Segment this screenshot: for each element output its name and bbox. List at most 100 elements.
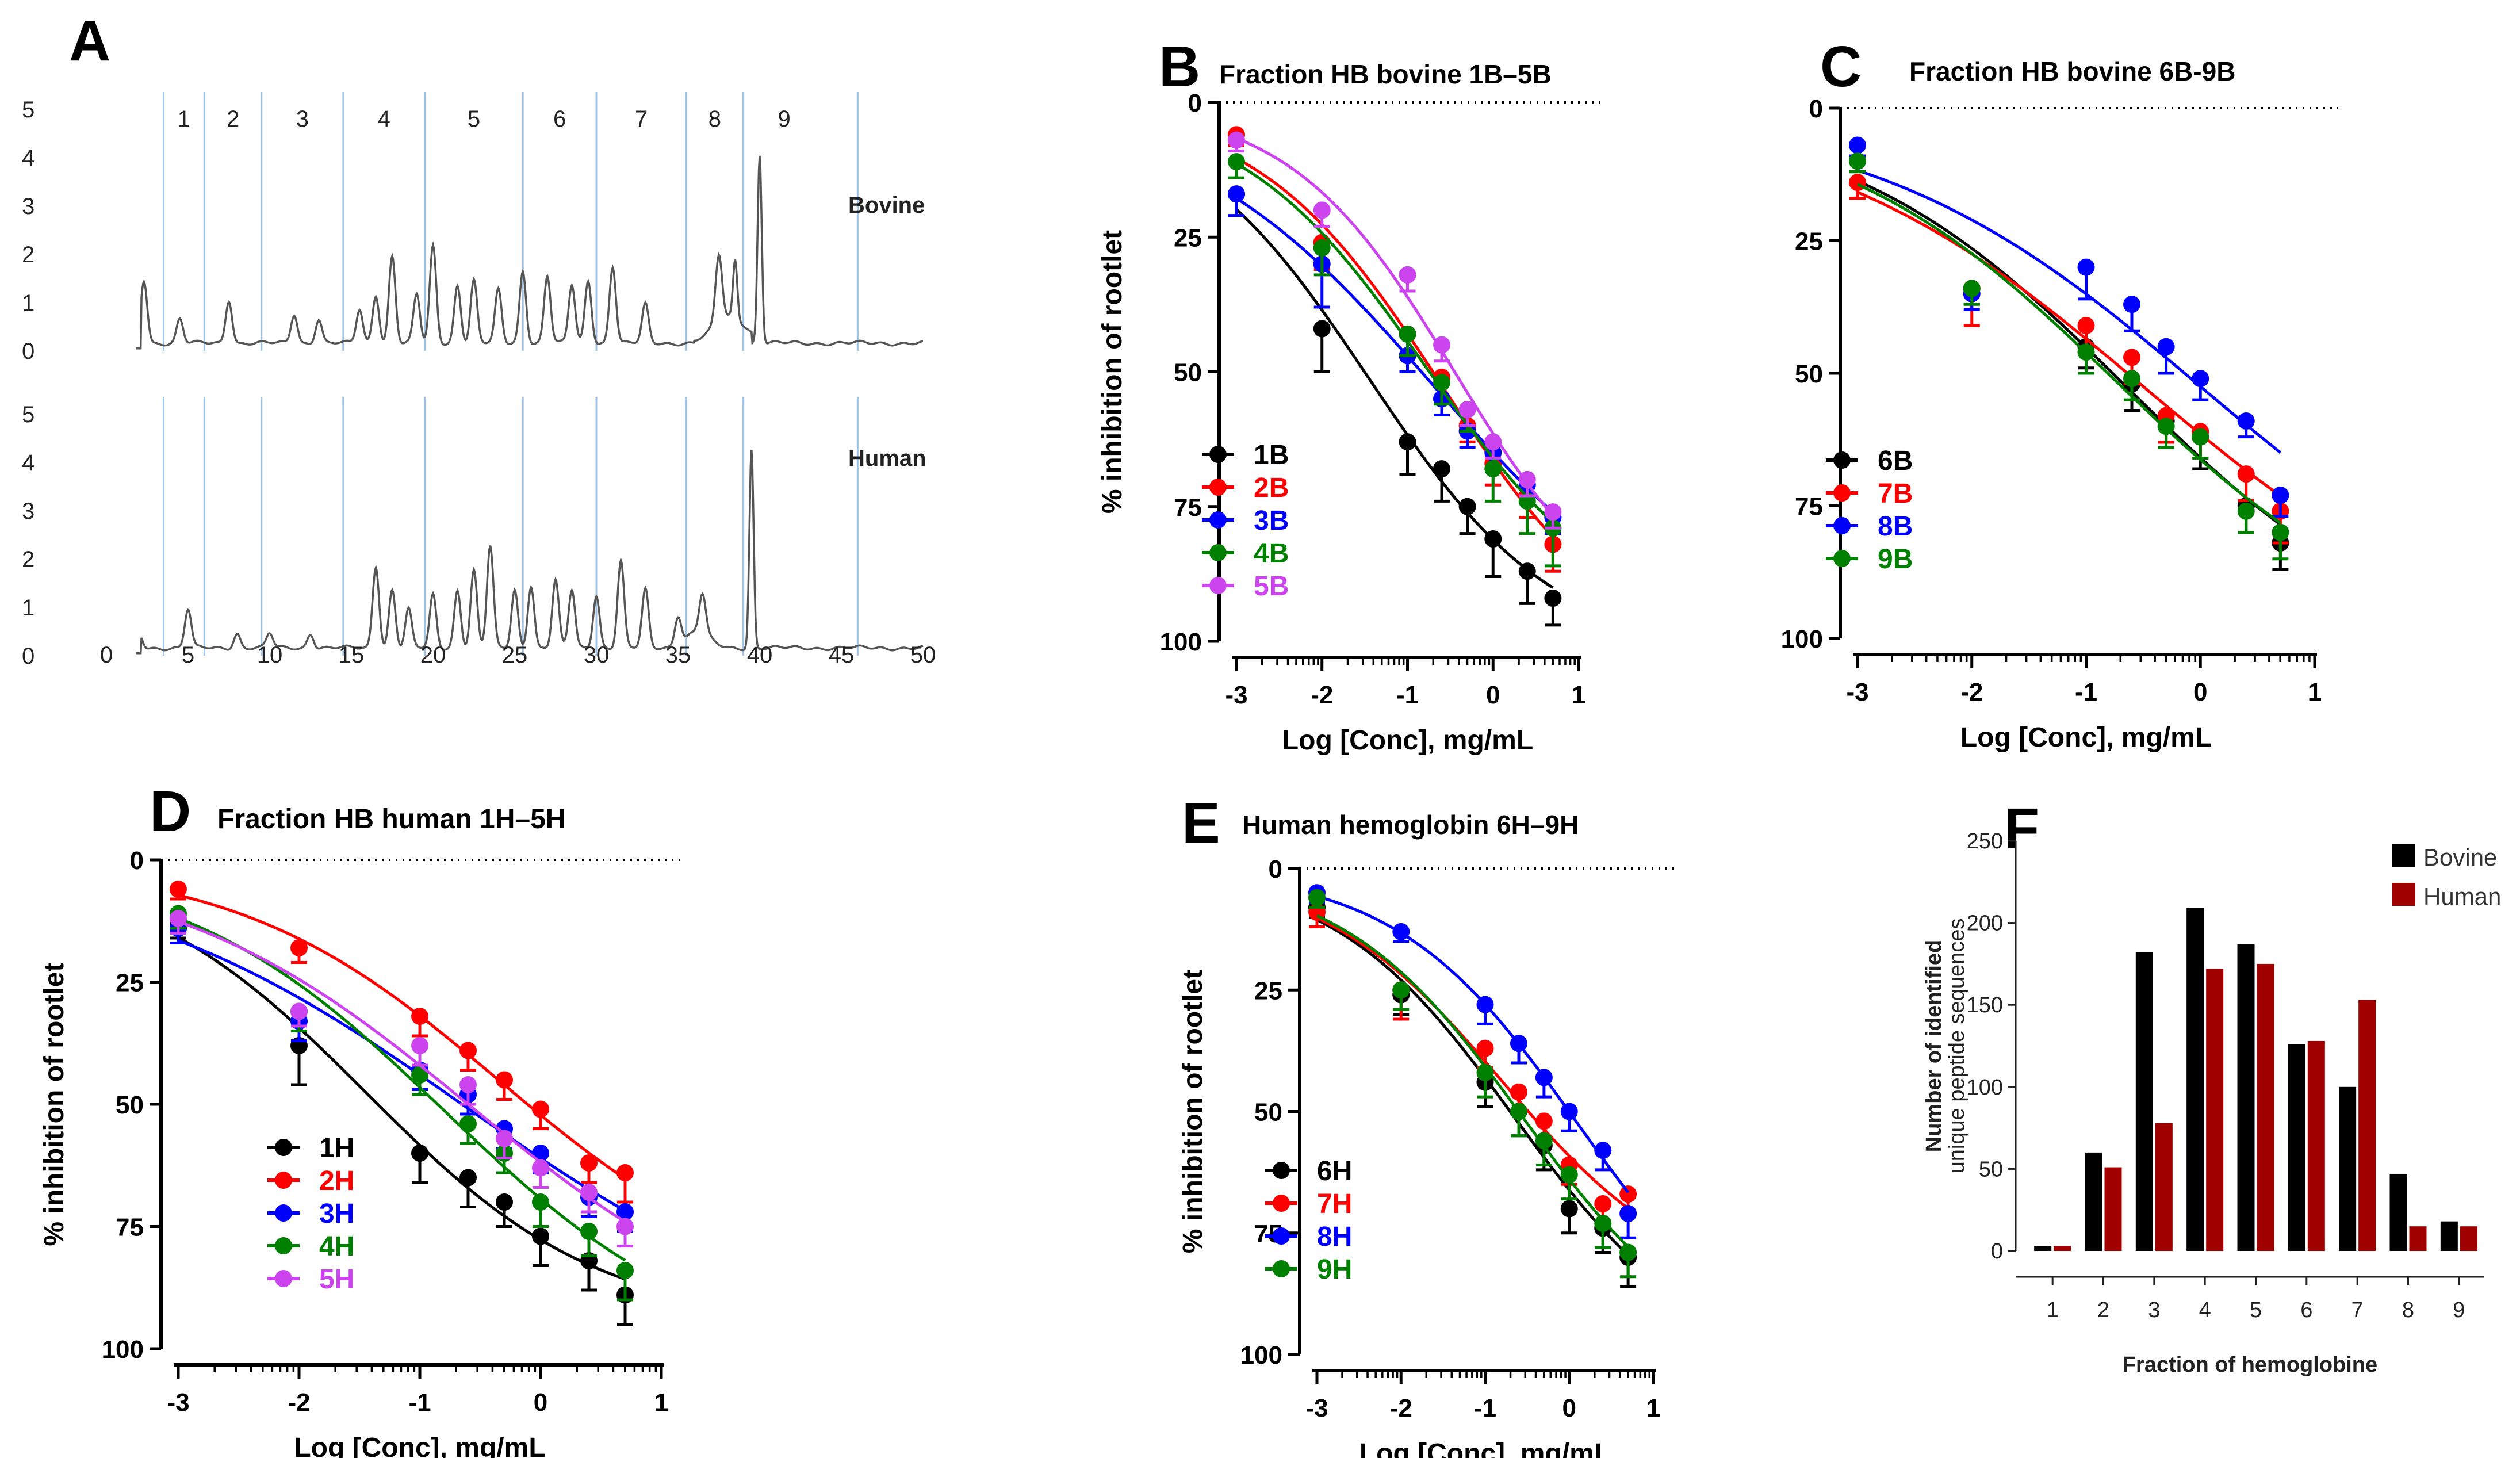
fit-curve bbox=[1316, 914, 1629, 1248]
data-point bbox=[459, 1115, 477, 1132]
bar-human bbox=[2460, 1226, 2477, 1251]
data-point bbox=[1535, 1112, 1553, 1130]
data-point bbox=[1399, 325, 1416, 343]
data-point bbox=[1619, 1204, 1637, 1222]
bar-bovine bbox=[2085, 1152, 2102, 1251]
legend-swatch-dot bbox=[1833, 550, 1851, 567]
x-tick-label: -1 bbox=[408, 1388, 431, 1417]
data-point bbox=[1510, 1083, 1527, 1101]
fit-curve bbox=[178, 939, 626, 1212]
bar-human bbox=[2307, 1040, 2325, 1251]
data-point bbox=[2123, 370, 2140, 388]
bar-human bbox=[2155, 1123, 2173, 1251]
x-tick-label: -3 bbox=[1846, 678, 1868, 706]
data-point bbox=[1228, 153, 1245, 171]
data-point bbox=[1228, 185, 1245, 203]
legend-swatch-dot bbox=[1273, 1260, 1290, 1277]
fit-curve bbox=[1235, 197, 1554, 514]
data-point bbox=[616, 1262, 634, 1279]
data-point bbox=[2237, 465, 2255, 483]
series-4b: 4B bbox=[1202, 153, 1562, 569]
legend-label: 2H bbox=[319, 1166, 354, 1196]
data-point bbox=[1560, 1166, 1578, 1184]
series-5b: 5B bbox=[1202, 131, 1562, 602]
y-tick-label: 50 bbox=[1254, 1099, 1282, 1127]
panel-title: Fraction HB bovine 6B-9B bbox=[1909, 56, 2235, 86]
bar-human bbox=[2206, 969, 2224, 1251]
data-point bbox=[411, 1145, 428, 1162]
data-point bbox=[2272, 523, 2289, 541]
fit-curve bbox=[178, 920, 626, 1223]
y-tick-label: 25 bbox=[1174, 224, 1202, 252]
x-tick-label: -2 bbox=[1960, 678, 1983, 706]
x-tick-label: 1 bbox=[654, 1388, 668, 1417]
data-point bbox=[2237, 412, 2255, 430]
data-point bbox=[1313, 320, 1331, 338]
data-point bbox=[1484, 530, 1502, 548]
data-point bbox=[1476, 1063, 1494, 1081]
y-tick-label: 0 bbox=[1188, 89, 1202, 117]
y-tick-label: 4 bbox=[22, 146, 35, 171]
legend-label: 1H bbox=[319, 1133, 354, 1164]
panel-title: Human hemoglobin 6H–9H bbox=[1242, 810, 1579, 840]
data-point bbox=[616, 1203, 634, 1220]
panel-title: Fraction HB bovine 1B–5B bbox=[1219, 59, 1552, 89]
data-point bbox=[1518, 470, 1536, 488]
y-tick-label: 25 bbox=[1795, 228, 1823, 256]
legend-label: 9H bbox=[1317, 1254, 1352, 1285]
legend-label: 7H bbox=[1317, 1189, 1352, 1219]
data-point bbox=[1484, 460, 1502, 478]
data-point bbox=[1510, 1103, 1527, 1120]
legend-swatch bbox=[2392, 844, 2415, 867]
fit-curve bbox=[1856, 183, 2281, 525]
data-point bbox=[580, 1154, 598, 1172]
x-tick-label: 2 bbox=[2097, 1298, 2109, 1322]
legend-label: 4B bbox=[1254, 538, 1289, 569]
fraction-label: 8 bbox=[708, 106, 721, 132]
data-point bbox=[532, 1193, 549, 1211]
legend-label: 4H bbox=[319, 1231, 354, 1262]
data-point bbox=[1313, 239, 1331, 257]
series-2h: 2H bbox=[170, 881, 634, 1204]
data-point bbox=[411, 1066, 428, 1084]
x-tick-label: -1 bbox=[1474, 1394, 1496, 1422]
panel-letter: C bbox=[1820, 35, 1862, 99]
x-tick-label: 5 bbox=[182, 642, 194, 668]
y-tick-label: 150 bbox=[1967, 993, 2003, 1017]
data-point bbox=[1392, 923, 1410, 940]
y-tick-label: 0 bbox=[22, 644, 35, 669]
data-point bbox=[1484, 433, 1502, 451]
data-point bbox=[616, 1164, 634, 1181]
x-tick-label: 20 bbox=[420, 642, 446, 668]
data-point bbox=[1433, 374, 1450, 392]
x-axis-title: Log [Conc], mg/mL bbox=[1282, 725, 1533, 756]
fraction-label: 5 bbox=[468, 106, 480, 132]
y-axis-title-line2: unique peptide sequences bbox=[1945, 919, 1969, 1174]
x-tick-label: 0 bbox=[2193, 678, 2207, 706]
legend-swatch-dot bbox=[275, 1270, 292, 1287]
legend-label: 8H bbox=[1317, 1222, 1352, 1252]
data-point bbox=[2077, 258, 2095, 276]
data-point bbox=[1619, 1243, 1637, 1261]
legend-swatch-dot bbox=[1209, 446, 1227, 463]
data-point bbox=[459, 1042, 477, 1059]
panel-c: C Fraction HB bovine 6B-9B 0 25 50 75 100 -3 -2 -… bbox=[1781, 35, 2338, 753]
data-point bbox=[411, 1037, 428, 1054]
data-point bbox=[2157, 418, 2175, 435]
fit-curve bbox=[1857, 169, 2281, 454]
data-point bbox=[580, 1223, 598, 1240]
y-tick-label: 0 bbox=[1809, 95, 1823, 123]
data-point bbox=[1594, 1142, 1612, 1159]
x-tick-label: -1 bbox=[1396, 681, 1419, 709]
data-point bbox=[2123, 349, 2140, 366]
data-point bbox=[1228, 131, 1245, 149]
y-tick-label: 3 bbox=[22, 194, 35, 219]
data-point bbox=[1594, 1214, 1612, 1232]
data-point bbox=[532, 1227, 549, 1245]
fraction-label: 7 bbox=[635, 106, 648, 132]
x-tick-label: -2 bbox=[1311, 681, 1333, 709]
y-tick-label: 25 bbox=[1254, 977, 1282, 1005]
y-tick-label: 1 bbox=[22, 595, 35, 621]
y-tick-label: 5 bbox=[22, 402, 35, 427]
